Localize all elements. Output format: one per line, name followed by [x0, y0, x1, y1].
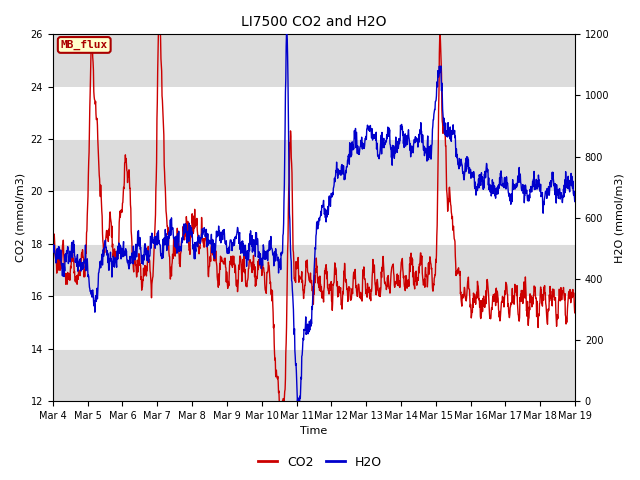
- Bar: [52, 35, 575, 87]
- Bar: [52, 244, 575, 296]
- Y-axis label: H2O (mmol/m3): H2O (mmol/m3): [615, 173, 625, 263]
- Y-axis label: CO2 (mmol/m3): CO2 (mmol/m3): [15, 173, 25, 262]
- Bar: [52, 139, 575, 192]
- X-axis label: Time: Time: [300, 426, 328, 436]
- Bar: [52, 348, 575, 401]
- Legend: CO2, H2O: CO2, H2O: [253, 451, 387, 474]
- Text: MB_flux: MB_flux: [61, 40, 108, 50]
- Title: LI7500 CO2 and H2O: LI7500 CO2 and H2O: [241, 15, 387, 29]
